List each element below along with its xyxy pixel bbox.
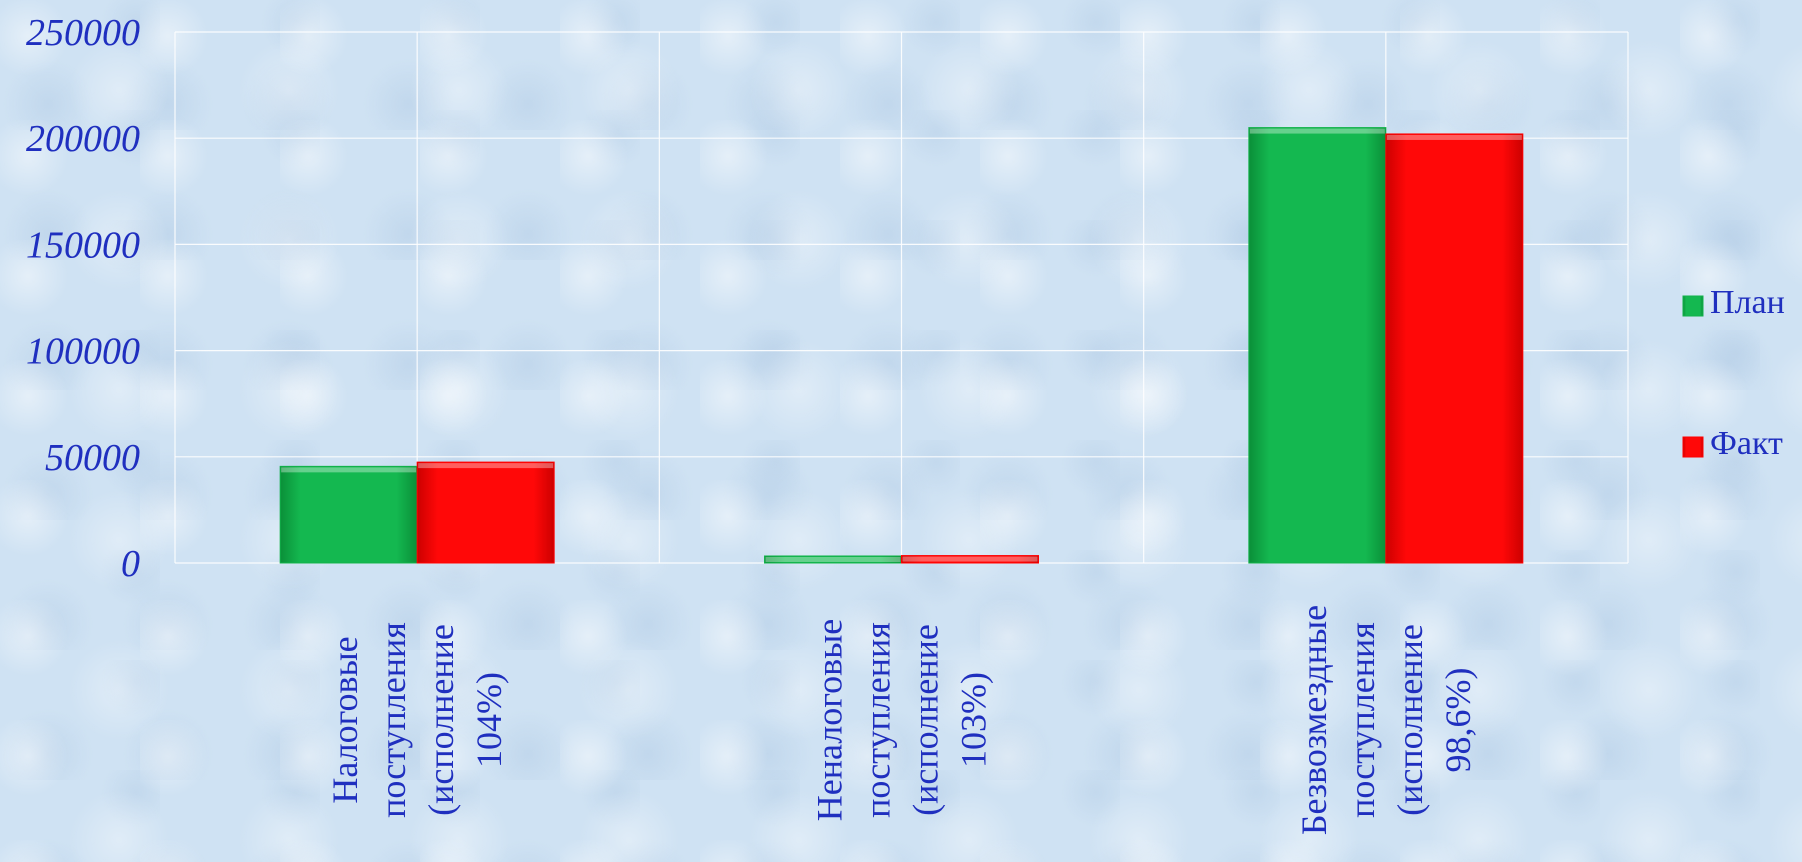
x-category-label-line: поступления	[1342, 622, 1382, 818]
bar-highlight	[902, 556, 1038, 562]
legend-label: Факт	[1710, 425, 1783, 462]
x-category-label-line: (исполнение	[1390, 624, 1430, 816]
x-category-label-line: поступления	[373, 622, 413, 818]
bar-fact	[901, 555, 1039, 564]
legend-label: План	[1710, 284, 1785, 321]
bar-fact	[1385, 133, 1524, 564]
legend-swatch	[1682, 295, 1704, 317]
legend-item: Факт	[1682, 425, 1783, 462]
bar-fact	[416, 461, 555, 564]
x-category-label-line: (исполнение	[906, 624, 946, 816]
x-category-label-line: 104%)	[469, 672, 509, 768]
bar-plan	[279, 465, 418, 564]
legend-item: План	[1682, 284, 1785, 321]
bar-highlight	[1249, 128, 1385, 134]
y-tick-label: 0	[121, 543, 140, 585]
y-tick-label: 50000	[45, 437, 140, 479]
bar-highlight	[418, 463, 554, 469]
legend: План Факт	[1682, 284, 1785, 462]
x-category-label-line: 98,6%)	[1438, 668, 1478, 773]
bar-plan	[1248, 127, 1387, 564]
gridlines	[174, 31, 1629, 564]
x-category-label: Безвозмездные поступления (исполнение 98,6%…	[1294, 605, 1478, 835]
y-tick-label: 250000	[26, 12, 140, 54]
x-category-label-line: Неналоговые	[810, 619, 850, 822]
x-category-label-line: Безвозмездные	[1294, 605, 1334, 835]
x-category-label: Неналоговые поступления (исполнение 103%)	[810, 619, 994, 822]
y-axis-tick-labels: 0 50000 100000 150000 200000 250000	[26, 12, 140, 585]
x-category-label-line: (исполнение	[421, 624, 461, 816]
bar-highlight	[1386, 134, 1522, 140]
y-tick-label: 200000	[26, 118, 140, 160]
x-category-label-line: Налоговые	[325, 636, 365, 803]
x-category-label: Налоговые поступления (исполнение 104%)	[325, 622, 509, 818]
bar-highlight	[281, 467, 417, 473]
x-category-label-line: 103%)	[954, 672, 994, 768]
bars	[279, 127, 1524, 564]
bar-highlight	[765, 556, 901, 562]
x-axis-category-labels: Налоговые поступления (исполнение 104%) Нена…	[325, 605, 1478, 835]
legend-swatch	[1682, 436, 1704, 458]
x-category-label-line: поступления	[858, 622, 898, 818]
y-tick-label: 150000	[26, 224, 140, 266]
y-tick-label: 100000	[26, 331, 140, 373]
